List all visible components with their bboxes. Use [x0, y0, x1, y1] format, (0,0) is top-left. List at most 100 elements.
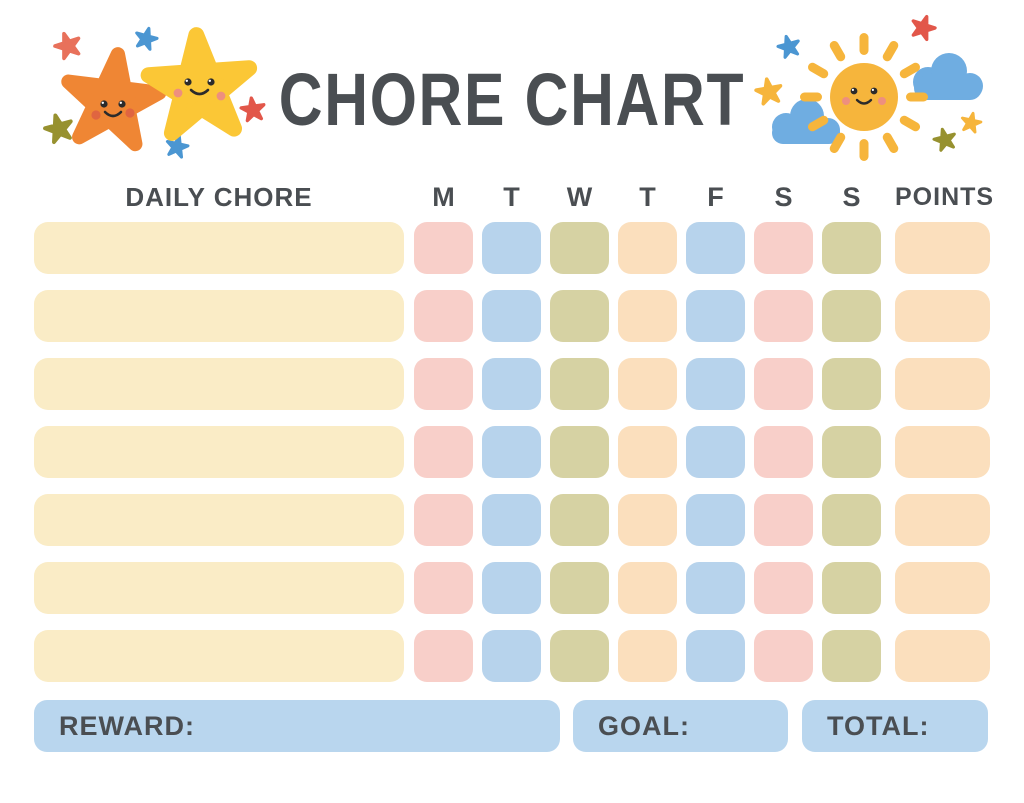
day-cell-M-row4[interactable]: [414, 426, 473, 478]
day-cell-W-row2[interactable]: [550, 290, 609, 342]
day-cell-S-row7[interactable]: [754, 630, 813, 682]
column-header-day-5: F: [707, 181, 724, 212]
day-cell-S-row6[interactable]: [822, 562, 881, 614]
cloud-icon: [772, 99, 840, 144]
table-header: DAILY CHORE M T W T F S S POINTS: [34, 180, 995, 214]
day-cell-T-row2[interactable]: [618, 290, 677, 342]
day-cell-W-row6[interactable]: [550, 562, 609, 614]
points-cell-row4[interactable]: [895, 426, 990, 478]
chore-row: [34, 290, 990, 342]
day-cell-S-row1[interactable]: [822, 222, 881, 274]
column-header-day-4: T: [639, 181, 656, 212]
total-field[interactable]: TOTAL:: [802, 700, 988, 752]
day-cell-M-row3[interactable]: [414, 358, 473, 410]
day-cell-F-row5[interactable]: [686, 494, 745, 546]
day-cell-T-row3[interactable]: [482, 358, 541, 410]
day-cell-M-row1[interactable]: [414, 222, 473, 274]
day-cell-T-row5[interactable]: [482, 494, 541, 546]
small-star-icon: [754, 14, 983, 152]
day-cell-W-row7[interactable]: [550, 630, 609, 682]
day-cell-M-row7[interactable]: [414, 630, 473, 682]
day-cell-T-row6[interactable]: [618, 562, 677, 614]
day-cell-W-row1[interactable]: [550, 222, 609, 274]
points-cell-row2[interactable]: [895, 290, 990, 342]
chore-row: [34, 630, 990, 682]
day-cell-T-row1[interactable]: [618, 222, 677, 274]
column-header-daily-chore: DAILY CHORE: [125, 181, 313, 212]
day-cell-S-row3[interactable]: [822, 358, 881, 410]
reward-label: REWARD:: [59, 710, 195, 741]
chore-name-field[interactable]: [34, 358, 404, 410]
points-cell-row1[interactable]: [895, 222, 990, 274]
points-cell-row6[interactable]: [895, 562, 990, 614]
day-cell-F-row7[interactable]: [686, 630, 745, 682]
day-cell-M-row6[interactable]: [414, 562, 473, 614]
yellow-star-icon: [140, 27, 258, 141]
chore-name-field[interactable]: [34, 630, 404, 682]
day-cell-T-row1[interactable]: [482, 222, 541, 274]
reward-field[interactable]: REWARD:: [34, 700, 560, 752]
column-header-day-3: W: [566, 181, 593, 212]
chore-grid: [34, 222, 990, 698]
chore-name-field[interactable]: [34, 290, 404, 342]
day-cell-T-row7[interactable]: [618, 630, 677, 682]
footer-row: REWARD: GOAL: TOTAL:: [34, 700, 988, 752]
day-cell-T-row3[interactable]: [618, 358, 677, 410]
day-cell-S-row2[interactable]: [754, 290, 813, 342]
goal-field[interactable]: GOAL:: [573, 700, 788, 752]
column-header-day-7: S: [842, 181, 861, 212]
day-cell-F-row4[interactable]: [686, 426, 745, 478]
chore-name-field[interactable]: [34, 562, 404, 614]
day-cell-M-row2[interactable]: [414, 290, 473, 342]
day-cell-T-row5[interactable]: [618, 494, 677, 546]
chore-row: [34, 426, 990, 478]
day-cell-S-row6[interactable]: [754, 562, 813, 614]
column-header-day-6: S: [774, 181, 793, 212]
day-cell-S-row7[interactable]: [822, 630, 881, 682]
orange-star-icon: [61, 47, 167, 152]
points-cell-row5[interactable]: [895, 494, 990, 546]
day-cell-S-row3[interactable]: [754, 358, 813, 410]
day-cell-T-row2[interactable]: [482, 290, 541, 342]
chore-name-field[interactable]: [34, 222, 404, 274]
two-smiling-stars-icon: [43, 26, 266, 159]
day-cell-F-row3[interactable]: [686, 358, 745, 410]
day-cell-F-row1[interactable]: [686, 222, 745, 274]
day-cell-S-row4[interactable]: [822, 426, 881, 478]
day-cell-S-row5[interactable]: [822, 494, 881, 546]
chore-name-field[interactable]: [34, 494, 404, 546]
page-title: CHORE CHART: [278, 58, 746, 141]
day-cell-W-row4[interactable]: [550, 426, 609, 478]
day-cell-S-row5[interactable]: [754, 494, 813, 546]
points-cell-row3[interactable]: [895, 358, 990, 410]
small-star-icon: [43, 26, 266, 159]
day-cell-S-row1[interactable]: [754, 222, 813, 274]
day-cell-W-row3[interactable]: [550, 358, 609, 410]
points-cell-row7[interactable]: [895, 630, 990, 682]
column-header-points: POINTS: [895, 182, 995, 211]
day-cell-M-row5[interactable]: [414, 494, 473, 546]
day-cell-S-row2[interactable]: [822, 290, 881, 342]
day-cell-F-row2[interactable]: [686, 290, 745, 342]
chore-row: [34, 222, 990, 274]
smiling-sun-with-clouds-icon: [754, 14, 983, 161]
chore-row: [34, 358, 990, 410]
day-cell-F-row6[interactable]: [686, 562, 745, 614]
day-cell-T-row6[interactable]: [482, 562, 541, 614]
sun-icon: [800, 33, 928, 161]
day-cell-T-row7[interactable]: [482, 630, 541, 682]
column-header-day-1: M: [432, 181, 455, 212]
total-label: TOTAL:: [827, 710, 930, 741]
cloud-icon: [913, 53, 983, 100]
day-cell-W-row5[interactable]: [550, 494, 609, 546]
day-cell-T-row4[interactable]: [618, 426, 677, 478]
chore-row: [34, 494, 990, 546]
day-cell-T-row4[interactable]: [482, 426, 541, 478]
goal-label: GOAL:: [598, 710, 690, 741]
chore-row: [34, 562, 990, 614]
chore-name-field[interactable]: [34, 426, 404, 478]
column-header-day-2: T: [503, 181, 520, 212]
day-cell-S-row4[interactable]: [754, 426, 813, 478]
